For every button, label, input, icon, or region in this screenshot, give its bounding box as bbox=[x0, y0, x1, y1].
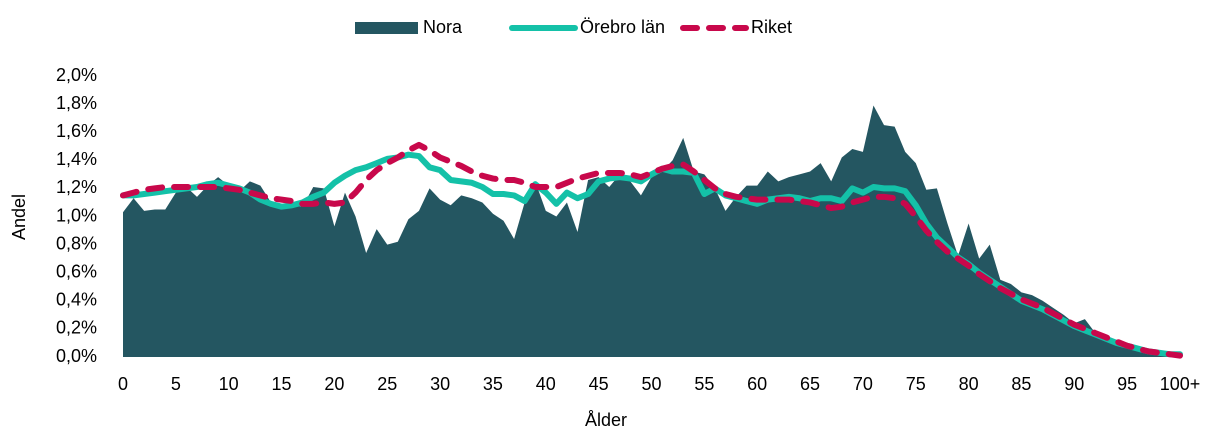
x-tick-label: 65 bbox=[800, 374, 820, 394]
y-tick-label: 0,8% bbox=[56, 233, 97, 253]
x-tick-label: 50 bbox=[641, 374, 661, 394]
area bbox=[123, 105, 1180, 357]
y-tick-label: 2,0% bbox=[56, 65, 97, 85]
x-tick-label: 100+ bbox=[1160, 374, 1201, 394]
y-tick-label: 0,4% bbox=[56, 290, 97, 310]
x-tick-label: 35 bbox=[483, 374, 503, 394]
x-tick-label: 55 bbox=[694, 374, 714, 394]
legend-swatch bbox=[355, 22, 418, 34]
y-tick-label: 1,2% bbox=[56, 177, 97, 197]
x-tick-label: 60 bbox=[747, 374, 767, 394]
legend-label: Örebro län bbox=[580, 17, 665, 37]
y-tick-label: 1,0% bbox=[56, 205, 97, 225]
x-tick-label: 5 bbox=[171, 374, 181, 394]
x-tick-label: 80 bbox=[959, 374, 979, 394]
x-tick-label: 20 bbox=[324, 374, 344, 394]
y-tick-label: 1,8% bbox=[56, 93, 97, 113]
x-tick-label: 15 bbox=[272, 374, 292, 394]
x-axis-title: Ålder bbox=[585, 410, 627, 430]
x-tick-label: 75 bbox=[906, 374, 926, 394]
legend: Nora Örebro län Riket bbox=[355, 17, 792, 37]
y-axis-title: Andel bbox=[9, 194, 29, 240]
x-tick-label: 30 bbox=[430, 374, 450, 394]
x-tick-label: 0 bbox=[118, 374, 128, 394]
x-tick-label: 40 bbox=[536, 374, 556, 394]
y-tick-label: 0,2% bbox=[56, 318, 97, 338]
y-tick-label: 1,4% bbox=[56, 149, 97, 169]
y-tick-label: 1,6% bbox=[56, 121, 97, 141]
y-tick-label: 0,6% bbox=[56, 261, 97, 281]
x-tick-label: 45 bbox=[589, 374, 609, 394]
x-tick-label: 85 bbox=[1011, 374, 1031, 394]
x-tick-label: 10 bbox=[219, 374, 239, 394]
line bbox=[120, 141, 1183, 359]
legend-label: Nora bbox=[423, 17, 463, 37]
x-tick-label: 95 bbox=[1117, 374, 1137, 394]
plot-area: 0,0% 0,2% 0,4% 0,6% 0,8% 1,0% 1,2% 1,4% 1,6% 1,8%… bbox=[56, 65, 1200, 394]
y-tick-label: 0,0% bbox=[56, 346, 97, 366]
legend-label: Riket bbox=[751, 17, 792, 37]
x-tick-label: 70 bbox=[853, 374, 873, 394]
x-tick-label: 90 bbox=[1064, 374, 1084, 394]
x-tick-label: 25 bbox=[377, 374, 397, 394]
